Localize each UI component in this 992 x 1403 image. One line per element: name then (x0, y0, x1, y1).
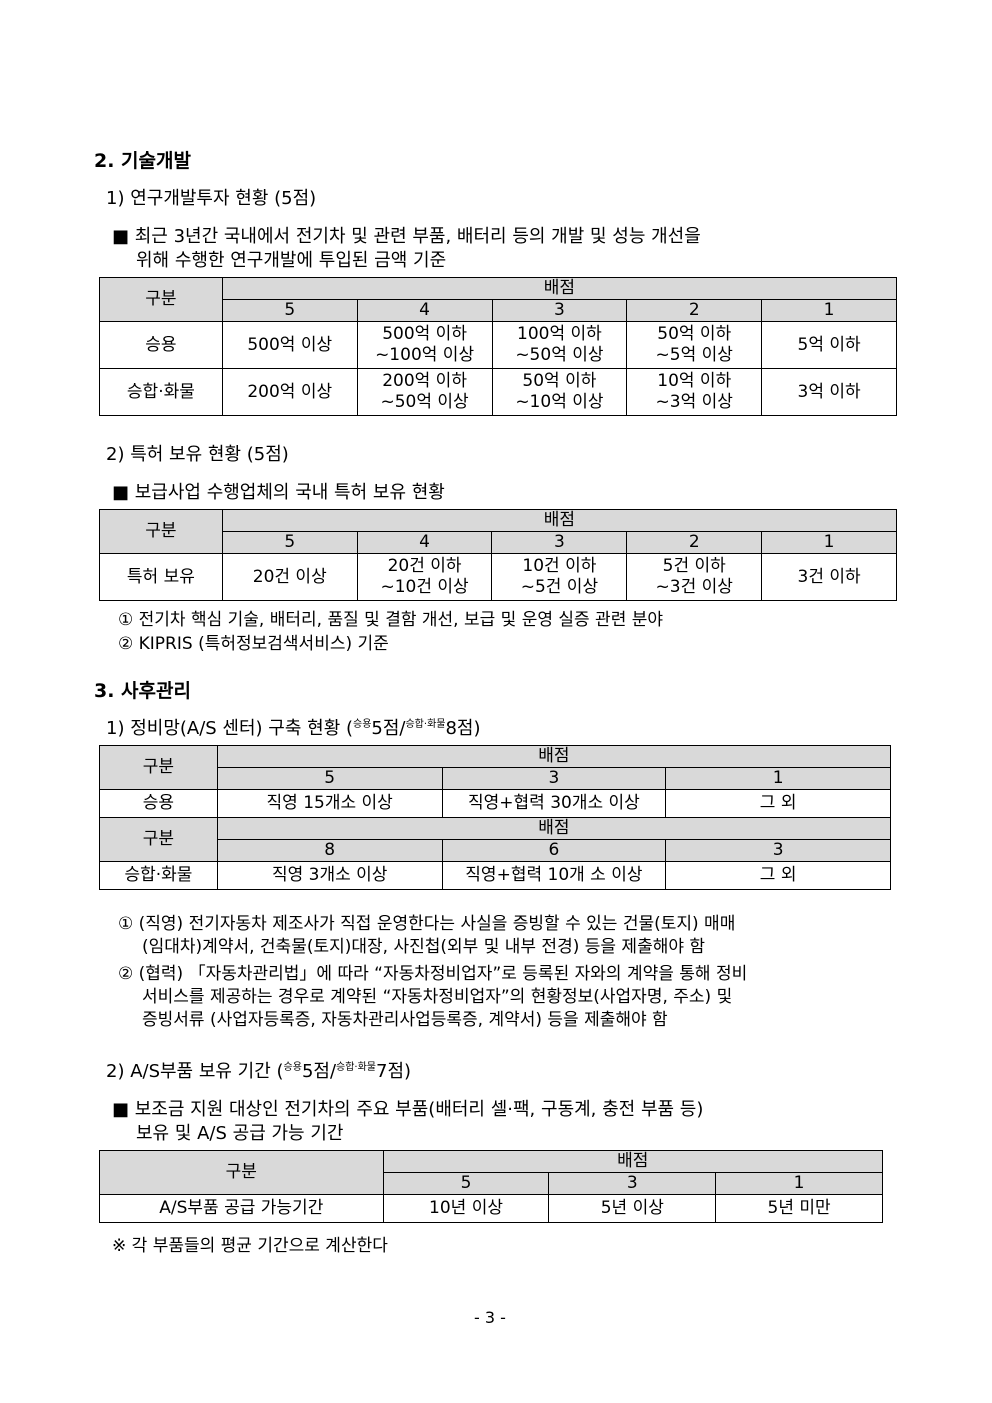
score: 1 (761, 299, 897, 322)
cell: 5건 이하 ~3건 이상 (626, 553, 763, 601)
cell: 그 외 (665, 789, 891, 818)
section-2-title: 2. 기술개발 (94, 150, 191, 172)
header-score: 배점 (221, 277, 898, 300)
cell: 그 외 (665, 861, 891, 890)
header-score: 배점 (382, 1150, 884, 1173)
cell: 100억 이하 ~50억 이상 (491, 321, 628, 369)
score: 5 (382, 1172, 550, 1195)
bullet-text: 위해 수행한 연구개발에 투입된 금액 기준 (136, 250, 447, 271)
cell: 10건 이하 ~5건 이상 (491, 553, 628, 601)
cell: 5억 이하 (761, 321, 897, 369)
row-label: 승용 (99, 789, 218, 818)
header-score: 배점 (216, 745, 892, 768)
score: 5 (221, 531, 358, 554)
cell: 직영 15개소 이상 (216, 789, 443, 818)
cell: 50억 이하 ~10억 이상 (491, 368, 628, 416)
subsection-title: 1) 정비망(A/S 센터) 구축 현황 (승용5점/승합·화물8점) (106, 718, 481, 739)
score: 2 (626, 531, 763, 554)
cell: 500억 이하 ~100억 이상 (356, 321, 493, 369)
score: 8 (216, 839, 443, 862)
note: 서비스를 제공하는 경우로 계약된 “자동차정비업자”의 현황정보(사업자명, … (142, 987, 733, 1007)
row-label: 특허 보유 (99, 553, 223, 601)
cell: 500억 이상 (221, 321, 358, 369)
score: 3 (548, 1172, 717, 1195)
score: 4 (356, 531, 493, 554)
cell: 직영+협력 30개소 이상 (441, 789, 667, 818)
score: 1 (665, 767, 891, 790)
note: ① 전기차 핵심 기술, 배터리, 품질 및 결함 개선, 보급 및 운영 실증… (118, 610, 664, 630)
score: 3 (491, 299, 628, 322)
cell: 10억 이하 ~3억 이상 (626, 368, 763, 416)
header-score: 배점 (221, 509, 898, 532)
bullet-text: ■ 최근 3년간 국내에서 전기차 및 관련 부품, 배터리 등의 개발 및 성… (112, 226, 701, 247)
table-row: 특허 보유 20건 이상 20건 이하 ~10건 이상 10건 이하 ~5건 이상 5건 이… (99, 553, 897, 601)
score: 5 (221, 299, 358, 322)
note: 증빙서류 (사업자등록증, 자동차관리사업등록증, 계약서) 등을 제출해야 함 (142, 1010, 668, 1030)
row-label: A/S부품 공급 가능기간 (99, 1194, 384, 1223)
cell: 20건 이상 (221, 553, 358, 601)
cell: 5년 미만 (715, 1194, 883, 1223)
cell: 3억 이하 (761, 368, 897, 416)
score: 3 (491, 531, 628, 554)
table-row: A/S부품 공급 가능기간 10년 이상 5년 이상 5년 미만 (99, 1194, 883, 1223)
table-row: 승용 직영 15개소 이상 직영+협력 30개소 이상 그 외 (99, 789, 891, 818)
row-label: 승용 (99, 321, 223, 369)
row-label: 승합·화물 (99, 861, 218, 890)
score: 3 (665, 839, 891, 862)
cell: 5년 이상 (548, 1194, 717, 1223)
note: (임대차)계약서, 건축물(토지)대장, 사진첩(외부 및 내부 전경) 등을 … (142, 937, 706, 957)
score: 3 (441, 767, 667, 790)
subsection-title: 2) 특허 보유 현황 (5점) (106, 444, 289, 465)
header-category: 구분 (99, 817, 218, 862)
note: ② KIPRIS (특허정보검색서비스) 기준 (118, 634, 389, 654)
score: 1 (761, 531, 897, 554)
note: ※ 각 부품들의 평균 기간으로 계산한다 (112, 1236, 388, 1256)
cell: 200억 이하 ~50억 이상 (356, 368, 493, 416)
score: 1 (715, 1172, 883, 1195)
cell: 직영+협력 10개 소 이상 (441, 861, 667, 890)
score: 2 (626, 299, 763, 322)
table-row: 승합·화물 직영 3개소 이상 직영+협력 10개 소 이상 그 외 (99, 861, 891, 890)
cell: 3건 이하 (761, 553, 897, 601)
header-category: 구분 (99, 1150, 384, 1195)
table-row: 승합·화물 200억 이상 200억 이하 ~50억 이상 50억 이하 ~10억 이상 1… (99, 368, 897, 416)
bullet-text: ■ 보급사업 수행업체의 국내 특허 보유 현황 (112, 482, 445, 503)
table-row: 승용 500억 이상 500억 이하 ~100억 이상 100억 이하 ~50억 이상 50… (99, 321, 897, 369)
header-score: 배점 (216, 817, 892, 840)
row-label: 승합·화물 (99, 368, 223, 416)
cell: 200억 이상 (221, 368, 358, 416)
bullet-text: ■ 보조금 지원 대상인 전기차의 주요 부품(배터리 셀·팩, 구동계, 충전… (112, 1099, 704, 1120)
note: ② (협력) 「자동차관리법」에 따라 “자동차정비업자”로 등록된 자와의 계… (118, 964, 748, 984)
note: ① (직영) 전기자동차 제조사가 직접 운영한다는 사실을 증빙할 수 있는 … (118, 914, 736, 934)
cell: 20건 이하 ~10건 이상 (356, 553, 493, 601)
header-category: 구분 (99, 509, 223, 554)
header-category: 구분 (99, 745, 218, 790)
cell: 50억 이하 ~5억 이상 (626, 321, 763, 369)
page-number: - 3 - (474, 1308, 506, 1327)
cell: 직영 3개소 이상 (216, 861, 443, 890)
section-3-title: 3. 사후관리 (94, 680, 191, 702)
score: 4 (356, 299, 493, 322)
subsection-title: 2) A/S부품 보유 기간 (승용5점/승합·화물7점) (106, 1061, 412, 1082)
cell: 10년 이상 (382, 1194, 550, 1223)
score: 5 (216, 767, 443, 790)
score: 6 (441, 839, 667, 862)
subsection-title: 1) 연구개발투자 현황 (5점) (106, 188, 317, 209)
bullet-text: 보유 및 A/S 공급 가능 기간 (136, 1123, 344, 1144)
header-category: 구분 (99, 277, 223, 322)
